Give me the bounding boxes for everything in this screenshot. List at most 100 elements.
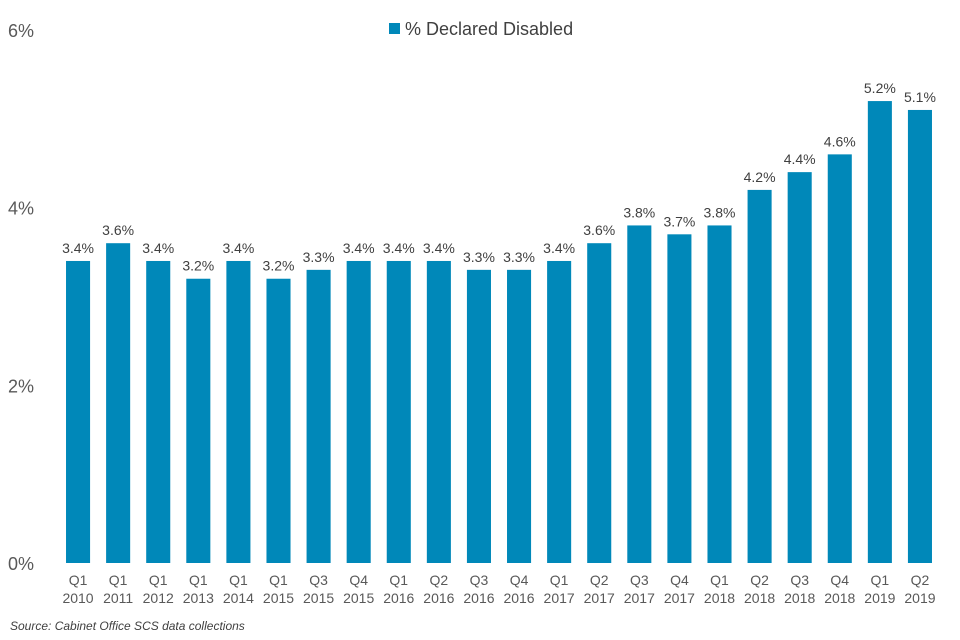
bar-value-label: 3.4% — [343, 240, 375, 256]
x-tick-quarter: Q1 — [550, 572, 569, 588]
bars — [66, 101, 932, 564]
x-tick-year: 2016 — [383, 590, 414, 606]
bar-value-label: 3.4% — [62, 240, 94, 256]
x-axis: Q1 2010 Q1 2011 Q1 2012 Q1 2013 Q1 2014 Q1 2015 Q3 20… — [62, 572, 935, 606]
x-tick-year: 2014 — [223, 590, 254, 606]
x-tick-year: 2019 — [904, 590, 935, 606]
legend-label: % Declared Disabled — [405, 19, 573, 39]
x-tick-quarter: Q4 — [670, 572, 689, 588]
bar — [466, 269, 491, 563]
bar — [186, 278, 211, 563]
x-tick-year: 2016 — [503, 590, 534, 606]
y-axis: 0% 2% 4% 6% — [8, 21, 34, 574]
bar — [827, 154, 852, 563]
bar-value-label: 3.2% — [263, 258, 295, 274]
bar — [787, 172, 812, 563]
bar-value-label: 3.4% — [222, 240, 254, 256]
bar-value-label: 3.6% — [583, 222, 615, 238]
x-tick-year: 2017 — [544, 590, 575, 606]
bar — [627, 225, 652, 563]
bar-value-label: 4.4% — [784, 151, 816, 167]
bar — [386, 260, 411, 563]
x-tick-quarter: Q2 — [430, 572, 449, 588]
bar — [266, 278, 291, 563]
bar-value-label: 3.4% — [383, 240, 415, 256]
bar — [907, 109, 932, 563]
bar — [867, 101, 892, 564]
y-tick-label: 0% — [8, 554, 34, 574]
bar — [747, 189, 772, 563]
bar — [146, 260, 171, 563]
x-tick-quarter: Q3 — [790, 572, 809, 588]
bar — [426, 260, 451, 563]
x-tick-year: 2010 — [62, 590, 93, 606]
x-tick-year: 2017 — [664, 590, 695, 606]
x-tick-quarter: Q4 — [349, 572, 368, 588]
bar-value-label: 3.8% — [623, 204, 655, 220]
x-tick-quarter: Q1 — [871, 572, 890, 588]
bar-value-label: 5.1% — [904, 89, 936, 105]
x-tick-quarter: Q2 — [590, 572, 609, 588]
bar-value-label: 3.6% — [102, 222, 134, 238]
x-tick-year: 2018 — [784, 590, 815, 606]
bar-labels: 3.4% 3.6% 3.4% 3.2% 3.4% 3.2% 3.3% 3.4% 3.4% 3.4%… — [62, 80, 936, 274]
x-tick-year: 2017 — [624, 590, 655, 606]
bar-value-label: 3.4% — [423, 240, 455, 256]
y-tick-label: 2% — [8, 376, 34, 396]
y-tick-label: 6% — [8, 21, 34, 41]
x-tick-year: 2018 — [824, 590, 855, 606]
bar-value-label: 3.4% — [142, 240, 174, 256]
bar-value-label: 3.2% — [182, 258, 214, 274]
x-tick-year: 2013 — [183, 590, 214, 606]
bar — [707, 225, 732, 563]
x-tick-quarter: Q1 — [189, 572, 208, 588]
x-tick-year: 2018 — [744, 590, 775, 606]
x-tick-year: 2019 — [864, 590, 895, 606]
x-tick-year: 2015 — [303, 590, 334, 606]
bar — [106, 243, 131, 563]
bar-value-label: 3.7% — [663, 213, 695, 229]
bar-value-label: 3.8% — [704, 204, 736, 220]
x-tick-quarter: Q4 — [510, 572, 529, 588]
x-tick-year: 2018 — [704, 590, 735, 606]
y-tick-label: 4% — [8, 199, 34, 219]
legend-swatch — [389, 23, 400, 34]
source-note: Source: Cabinet Office SCS data collecti… — [10, 619, 245, 633]
bar — [306, 269, 331, 563]
bar-value-label: 3.3% — [503, 249, 535, 265]
bar — [667, 234, 692, 564]
legend: % Declared Disabled — [389, 19, 573, 39]
bar — [346, 260, 371, 563]
bar-value-label: 4.2% — [744, 169, 776, 185]
x-tick-quarter: Q1 — [69, 572, 88, 588]
bar — [226, 260, 251, 563]
x-tick-quarter: Q3 — [630, 572, 649, 588]
x-tick-quarter: Q3 — [470, 572, 489, 588]
x-tick-year: 2012 — [143, 590, 174, 606]
x-tick-quarter: Q1 — [149, 572, 168, 588]
bar-value-label: 3.4% — [543, 240, 575, 256]
x-tick-year: 2016 — [463, 590, 494, 606]
bar-value-label: 3.3% — [303, 249, 335, 265]
x-tick-quarter: Q4 — [830, 572, 849, 588]
x-tick-quarter: Q1 — [389, 572, 408, 588]
x-tick-year: 2015 — [263, 590, 294, 606]
x-tick-quarter: Q1 — [269, 572, 288, 588]
bar — [587, 243, 612, 563]
x-tick-quarter: Q2 — [911, 572, 930, 588]
x-tick-quarter: Q1 — [710, 572, 729, 588]
bar — [66, 260, 91, 563]
x-tick-quarter: Q1 — [229, 572, 248, 588]
bar — [547, 260, 572, 563]
x-tick-quarter: Q1 — [109, 572, 128, 588]
x-tick-year: 2016 — [423, 590, 454, 606]
x-tick-year: 2017 — [584, 590, 615, 606]
bar-value-label: 5.2% — [864, 80, 896, 96]
bar-value-label: 4.6% — [824, 133, 856, 149]
x-tick-year: 2015 — [343, 590, 374, 606]
bar-value-label: 3.3% — [463, 249, 495, 265]
x-tick-year: 2011 — [103, 590, 133, 606]
bar — [507, 269, 532, 563]
x-tick-quarter: Q3 — [309, 572, 328, 588]
